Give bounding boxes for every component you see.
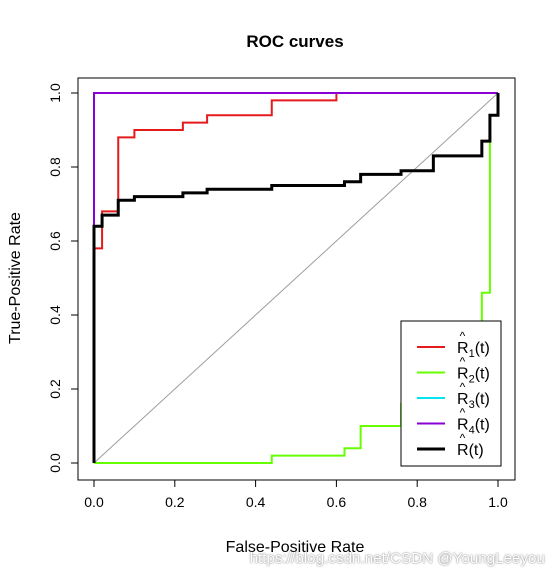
y-tick-label: 0.4 bbox=[47, 305, 63, 325]
y-tick-label: 0.8 bbox=[47, 157, 63, 177]
legend-hat-series-1: ^ bbox=[460, 329, 466, 343]
legend-hat-series-2: ^ bbox=[460, 355, 466, 369]
legend-hat-series-3: ^ bbox=[460, 380, 466, 394]
legend-label-series-2: R2(t) bbox=[457, 366, 490, 386]
y-tick-label: 0.0 bbox=[47, 453, 63, 473]
x-tick-label: 0.8 bbox=[407, 494, 427, 510]
legend-hat-series-5: ^ bbox=[460, 431, 466, 445]
reference-layer bbox=[93, 92, 499, 464]
roc-curve-series-5 bbox=[92, 93, 500, 463]
legend-label-series-3: R3(t) bbox=[457, 391, 490, 411]
x-tick-label: 0.6 bbox=[327, 494, 347, 510]
legend-label-series-1: R1(t) bbox=[457, 340, 490, 360]
x-tick-label: 0.0 bbox=[84, 494, 104, 510]
chart-title: ROC curves bbox=[246, 32, 343, 51]
x-tick-label: 1.0 bbox=[488, 494, 508, 510]
x-tick-label: 0.2 bbox=[165, 494, 185, 510]
x-axis-label: False-Positive Rate bbox=[226, 539, 365, 556]
legend-box bbox=[400, 320, 502, 467]
y-axis-label: True-Positive Rate bbox=[7, 212, 24, 344]
y-tick-label: 0.2 bbox=[47, 379, 63, 399]
watermark-text: https://blog.csdn.net/CSDN @YoungLeeyou bbox=[249, 550, 545, 567]
y-tick-label: 1.0 bbox=[47, 83, 63, 103]
y-tick-label: 0.6 bbox=[47, 231, 63, 251]
legend: R1(t)^R2(t)^R3(t)^R4(t)^R(t)^ bbox=[400, 320, 502, 467]
reference-diagonal-line bbox=[93, 92, 499, 464]
axis-layer: 0.0 0.2 0.4 0.6 0.8 1.0 0.0 0.2 0.4 0.6 0.8 1.0 bbox=[47, 83, 508, 510]
legend-label-series-5: R(t) bbox=[457, 442, 484, 459]
legend-hat-series-4: ^ bbox=[460, 406, 466, 420]
x-tick-label: 0.4 bbox=[246, 494, 266, 510]
legend-label-series-4: R4(t) bbox=[457, 417, 490, 437]
